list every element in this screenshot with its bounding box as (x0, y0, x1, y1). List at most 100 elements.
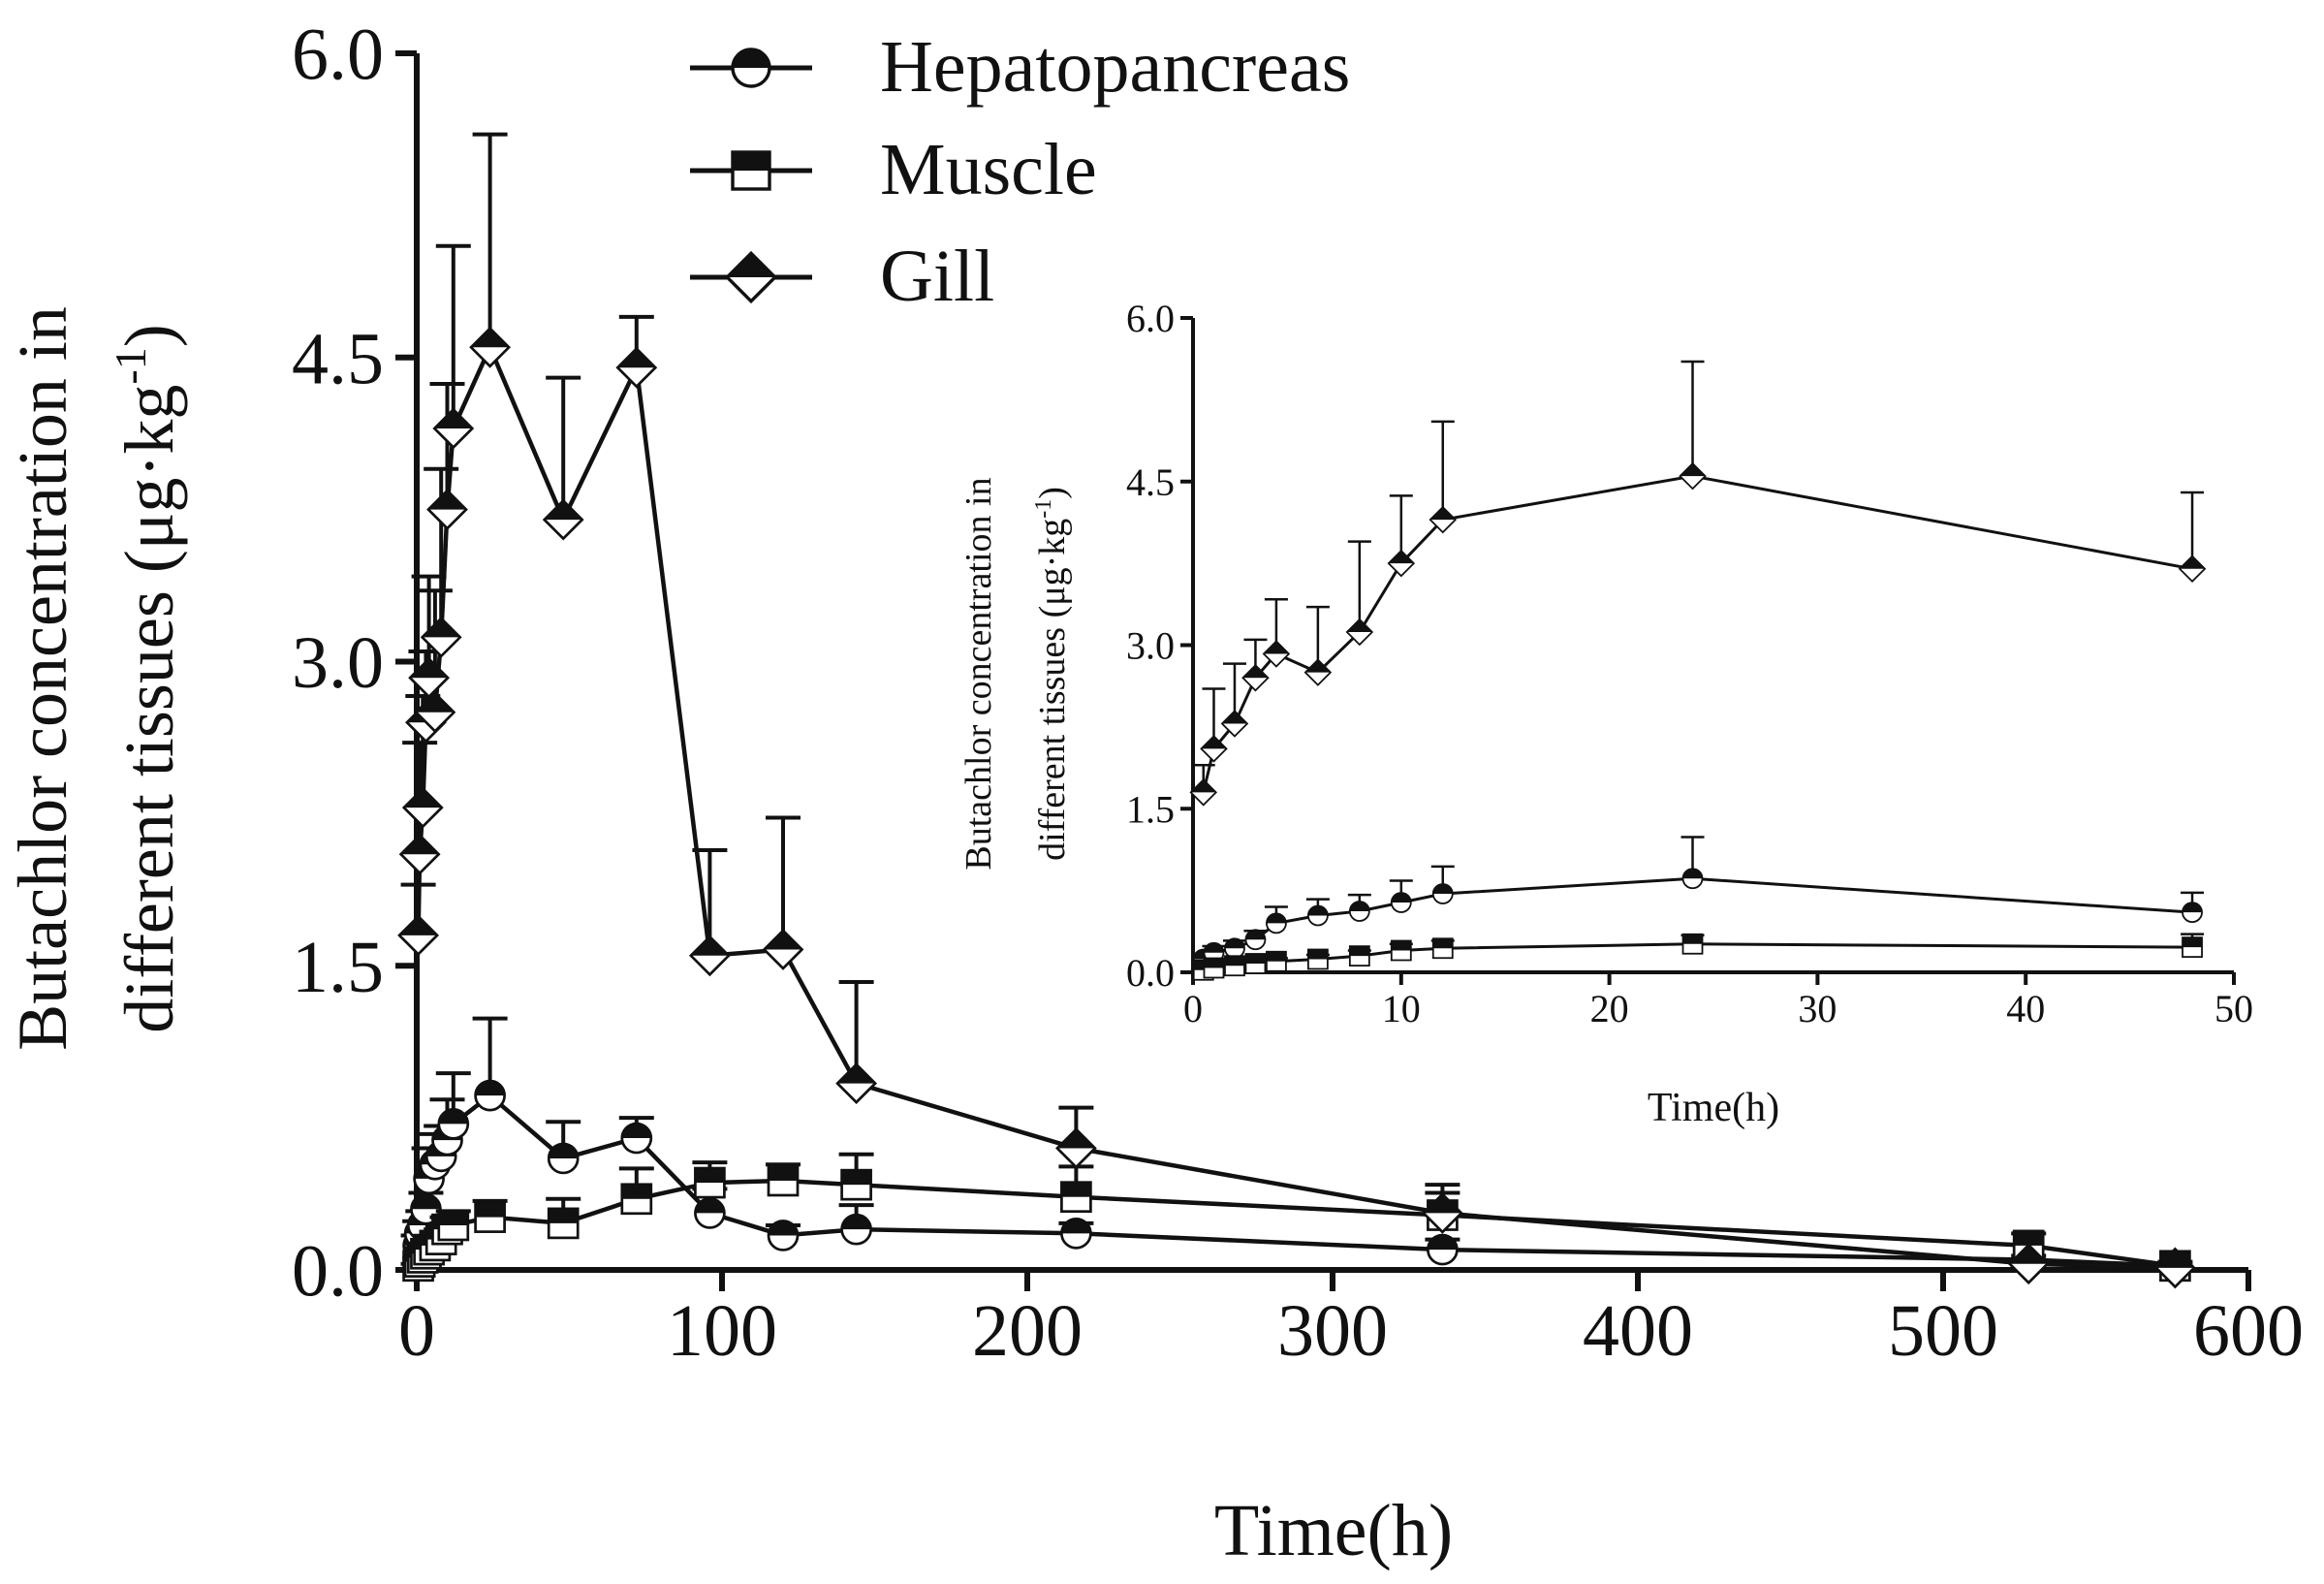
inset-point-muscle-fill (1204, 958, 1224, 968)
main-point-gill (408, 656, 451, 699)
inset-point-muscle (1244, 953, 1267, 974)
main-point-gill (469, 326, 512, 368)
main-point-gill (401, 786, 444, 829)
main-point-hepatopancreas-fill (411, 1194, 441, 1210)
inset-point-muscle-fill (2183, 937, 2203, 948)
inset-y-axis-label-line2: different tissues (μg·kg-1) (1031, 487, 1073, 861)
inset-point-hepatopancreas (1224, 937, 1245, 960)
main-x-tick-label: 500 (1888, 1290, 1998, 1372)
inset-point-muscle (1681, 933, 1704, 955)
inset-point-muscle-fill (1682, 934, 1703, 944)
inset-point-gill-fill (2180, 555, 2206, 569)
main-y-tick-label: 4.5 (292, 318, 384, 399)
inset-x-axis-label: Time(h) (1648, 1086, 1779, 1130)
main-x-tick-label: 200 (972, 1290, 1083, 1372)
main-point-hepatopancreas-fill (1428, 1235, 1458, 1251)
main-point-hepatopancreas-fill (438, 1109, 468, 1125)
inset-point-muscle (1431, 937, 1454, 960)
inset-point-gill (1200, 735, 1228, 763)
inset-point-hepatopancreas-fill (1204, 942, 1224, 953)
main-point-gill-fill (690, 936, 729, 956)
inset-y-label-sup: -1 (1031, 499, 1056, 519)
main-point-muscle-fill (438, 1210, 468, 1225)
legend-item-muscle: Muscle (690, 129, 1097, 210)
inset-point-hepatopancreas (1390, 892, 1412, 913)
inset-point-hepatopancreas-fill (1266, 913, 1286, 924)
main-point-gill-fill (471, 328, 510, 348)
main-point-muscle-fill (841, 1170, 871, 1186)
main-point-hepatopancreas-fill (841, 1215, 871, 1230)
main-point-hepatopancreas (620, 1122, 653, 1155)
inset-series-gill (1189, 360, 2207, 807)
inset-point-hepatopancreas-fill (1432, 884, 1453, 894)
main-x-tick-label: 0 (398, 1290, 435, 1372)
inset-point-muscle-fill (1391, 940, 1411, 951)
inset-point-muscle-fill (1307, 949, 1328, 960)
inset-x-tick-label: 0 (1183, 987, 1203, 1030)
legend-marker-circle (731, 48, 771, 88)
main-point-muscle-fill (475, 1202, 505, 1218)
inset-point-gill-fill (1263, 641, 1289, 654)
inset-y-tick-label: 0.0 (1126, 951, 1175, 995)
main-point-gill-fill (2009, 1245, 2048, 1264)
main-point-muscle (767, 1164, 800, 1197)
inset-x-tick-label: 30 (1798, 987, 1837, 1030)
main-y-tick-label: 1.5 (292, 927, 384, 1008)
main-point-gill-fill (434, 409, 473, 428)
inset-point-gill (1189, 778, 1218, 807)
main-point-gill-fill (2155, 1249, 2194, 1268)
main-point-muscle (694, 1166, 726, 1199)
inset-point-hepatopancreas (1266, 912, 1287, 935)
main-point-gill (426, 489, 468, 531)
main-point-hepatopancreas-fill (621, 1124, 651, 1139)
inset-point-gill-fill (1242, 665, 1269, 679)
inset-point-hepatopancreas-fill (1245, 930, 1266, 940)
inset-point-muscle-fill (1266, 951, 1286, 962)
legend: Hepatopancreas Muscle Gill (690, 26, 1350, 317)
main-point-gill (414, 691, 456, 734)
main-y-tick-label: 3.0 (292, 622, 384, 704)
main-point-gill-fill (400, 835, 439, 855)
inset-point-hepatopancreas (1244, 929, 1267, 951)
inset-point-muscle-fill (1224, 956, 1244, 966)
legend-item-hepatopancreas: Hepatopancreas (690, 26, 1350, 108)
inset-point-hepatopancreas-fill (1391, 893, 1411, 903)
inset-series-layer (1189, 360, 2207, 981)
inset-point-gill-fill (1221, 711, 1247, 724)
inset-point-hepatopancreas (1431, 883, 1454, 904)
main-point-gill (2007, 1243, 2050, 1285)
main-point-gill (2153, 1247, 2196, 1289)
legend-marker-square (731, 150, 771, 191)
inset-point-gill-fill (1388, 551, 1414, 564)
main-point-muscle-fill (2014, 1230, 2044, 1246)
inset-point-gill (1262, 640, 1291, 668)
main-x-tick-label: 400 (1583, 1290, 1693, 1372)
main-line-gill (416, 341, 2176, 1271)
main-y-tick-label: 6.0 (292, 15, 384, 96)
main-point-gill (762, 929, 804, 970)
main-y-axis-label-line1: Butachlor concentration in (4, 306, 81, 1051)
main-point-gill (432, 407, 475, 450)
main-point-hepatopancreas (547, 1142, 580, 1175)
main-y-label-sup: -1 (106, 347, 155, 384)
main-point-gill (1421, 1192, 1463, 1234)
legend-label-hepatopancreas: Hepatopancreas (880, 26, 1350, 108)
inset-point-hepatopancreas-fill (1307, 905, 1328, 916)
main-series-layer (397, 132, 2196, 1289)
main-point-gill-fill (764, 931, 802, 950)
main-point-hepatopancreas-fill (1061, 1219, 1091, 1234)
main-point-gill-fill (422, 618, 460, 638)
inset-y-label-prefix: different tissues (μg·kg (1032, 519, 1073, 861)
main-y-tick-label: 0.0 (292, 1231, 384, 1313)
main-point-muscle-fill (621, 1184, 651, 1199)
inset-point-hepatopancreas (1348, 901, 1370, 922)
inset-point-gill (2178, 554, 2207, 584)
main-point-gill-fill (1423, 1193, 1461, 1214)
inset-point-gill (1429, 505, 1458, 534)
inset-point-hepatopancreas-fill (1224, 938, 1244, 949)
main-point-muscle-fill (695, 1168, 725, 1184)
main-point-muscle (547, 1207, 580, 1240)
inset-x-tick-label: 20 (1590, 987, 1629, 1030)
legend-marker-circle-half-fill (733, 49, 769, 68)
